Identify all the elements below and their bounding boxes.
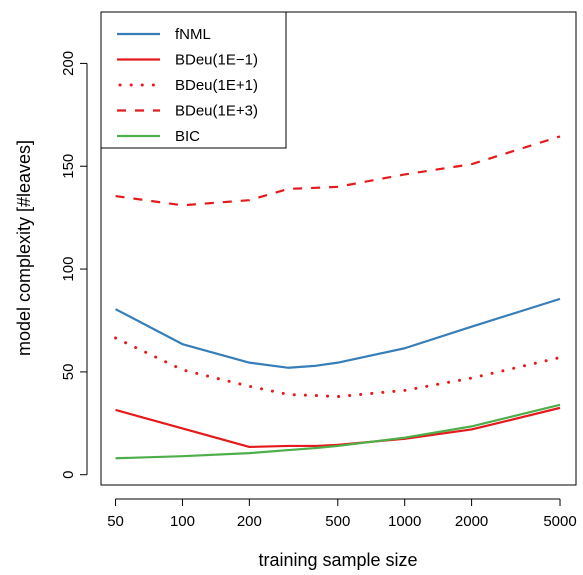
series-line — [115, 297, 561, 369]
y-tick-label: 200 — [60, 51, 77, 76]
y-tick-label: 150 — [60, 154, 77, 179]
series-line — [115, 135, 561, 207]
x-tick-label: 5000 — [543, 513, 576, 530]
series-line — [114, 336, 562, 399]
x-tick-label: 2000 — [455, 513, 488, 530]
y-tick-label: 50 — [60, 364, 77, 381]
legend-label: fNML — [175, 26, 211, 43]
legend-label: BDeu(1E−1) — [175, 52, 258, 69]
x-axis-title: training sample size — [258, 550, 417, 570]
y-tick-label: 100 — [60, 257, 77, 282]
legend: fNML BDeu(1E−1) BDeu(1E+1) BDeu(1E+3) BIC — [100, 11, 287, 149]
x-tick-label: 50 — [107, 513, 124, 530]
y-axis-title: model complexity [#leaves] — [14, 140, 34, 356]
series-layer — [114, 135, 562, 460]
legend-label: BDeu(1E+3) — [175, 103, 258, 120]
series-line — [115, 403, 561, 460]
y-axis: 0 50 100 150 200 — [60, 51, 88, 479]
x-axis: 50 100 200 500 1000 2000 5000 — [107, 498, 577, 530]
legend-label: BIC — [175, 128, 200, 145]
y-tick-label: 0 — [60, 471, 77, 479]
x-tick-label: 100 — [170, 513, 195, 530]
x-tick-label: 1000 — [388, 513, 421, 530]
x-tick-label: 500 — [325, 513, 350, 530]
plot-frame — [100, 11, 577, 486]
legend-label: BDeu(1E+1) — [175, 77, 258, 94]
series-line — [115, 406, 561, 449]
x-tick-label: 200 — [237, 513, 262, 530]
